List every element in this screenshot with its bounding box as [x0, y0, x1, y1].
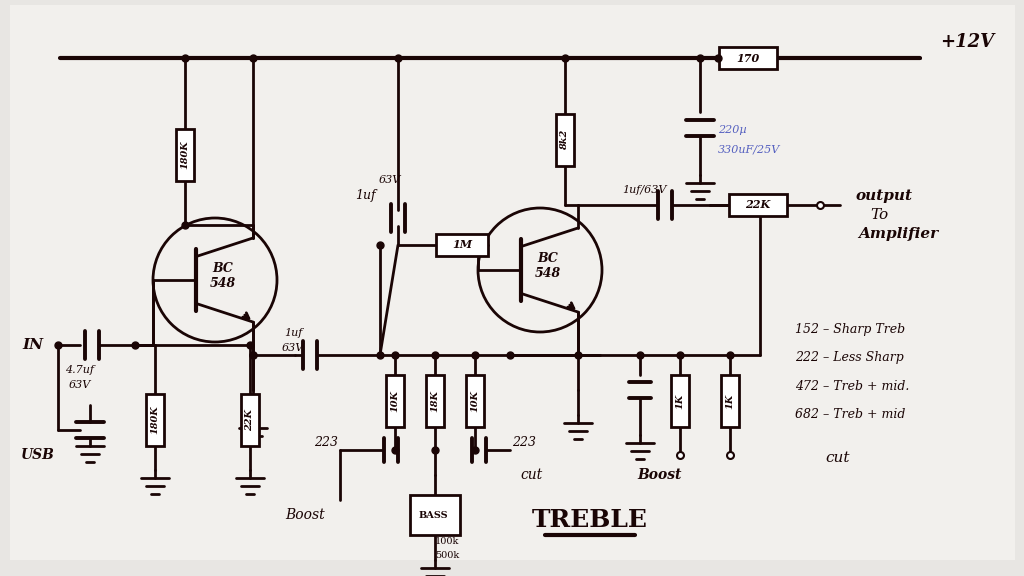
Text: 10K: 10K: [470, 390, 479, 412]
Text: 22K: 22K: [246, 409, 255, 431]
Text: 1K: 1K: [676, 393, 684, 408]
Text: cut: cut: [520, 468, 543, 482]
Text: Boost: Boost: [638, 468, 682, 482]
Text: 223: 223: [314, 435, 338, 449]
Text: 18K: 18K: [430, 390, 439, 412]
Text: 152 – Sharp Treb: 152 – Sharp Treb: [795, 324, 905, 336]
Bar: [556, 114, 574, 166]
Text: 220µ: 220µ: [718, 125, 746, 135]
Text: USB: USB: [22, 448, 55, 462]
Text: 22K: 22K: [745, 199, 771, 210]
Bar: [386, 375, 404, 427]
Bar: [176, 129, 194, 181]
Text: 8k2: 8k2: [560, 130, 569, 150]
Text: BASS: BASS: [418, 510, 447, 520]
Text: 682 – Treb + mid: 682 – Treb + mid: [795, 407, 905, 420]
Text: 330uF/25V: 330uF/25V: [718, 145, 780, 155]
Text: 223: 223: [512, 435, 536, 449]
Text: To: To: [870, 208, 888, 222]
Bar: [410, 495, 460, 535]
Bar: [671, 375, 689, 427]
Text: 63V: 63V: [379, 175, 401, 185]
Text: 1uf/63V: 1uf/63V: [622, 185, 667, 195]
Text: 180K: 180K: [151, 406, 160, 434]
Bar: [146, 394, 164, 446]
Text: 500k: 500k: [435, 551, 459, 560]
Text: output: output: [855, 189, 912, 203]
Text: 1K: 1K: [725, 393, 734, 408]
Text: 222 – Less Sharp: 222 – Less Sharp: [795, 351, 904, 365]
Text: 180K: 180K: [180, 141, 189, 169]
Bar: [436, 234, 488, 256]
Text: 63V: 63V: [69, 380, 91, 390]
Bar: [241, 394, 259, 446]
Text: Amplifier: Amplifier: [858, 227, 938, 241]
Text: 10K: 10K: [390, 390, 399, 412]
Text: 1M: 1M: [452, 240, 472, 251]
Bar: [721, 375, 739, 427]
Text: 100k: 100k: [435, 537, 460, 547]
Text: BC
548: BC 548: [535, 252, 561, 280]
Bar: [466, 375, 484, 427]
Text: 472 – Treb + mid.: 472 – Treb + mid.: [795, 380, 909, 392]
Text: Boost: Boost: [285, 508, 325, 522]
Text: 63V: 63V: [282, 343, 304, 353]
Text: IN: IN: [22, 338, 43, 352]
Text: cut: cut: [825, 451, 850, 465]
Text: TREBLE: TREBLE: [532, 508, 648, 532]
Bar: [729, 194, 787, 216]
Text: 170: 170: [736, 52, 760, 63]
Bar: [719, 47, 777, 69]
Text: 1uf: 1uf: [284, 328, 302, 338]
Text: +12V: +12V: [940, 33, 994, 51]
Bar: [426, 375, 444, 427]
Text: BC
548: BC 548: [210, 262, 237, 290]
Text: 4.7uf: 4.7uf: [66, 365, 94, 375]
Text: 1uf: 1uf: [354, 188, 376, 202]
